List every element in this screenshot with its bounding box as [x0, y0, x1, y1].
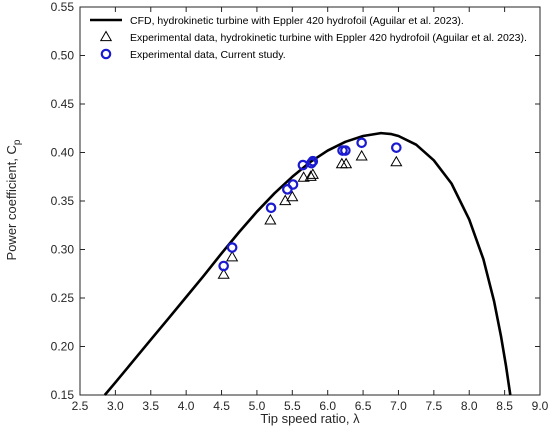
circle-marker: [226, 242, 238, 253]
circle-marker: [340, 145, 351, 156]
y-tick-label: 0.45: [51, 97, 75, 111]
y-tick-label: 0.20: [51, 340, 75, 354]
cfd-curve: [103, 131, 512, 396]
y-tick-label: 0.15: [51, 388, 75, 402]
legend: CFD, hydrokinetic turbine with Eppler 42…: [90, 15, 527, 61]
triangle-marker: [297, 171, 310, 182]
legend-entry-label: Experimental data, Current study.: [130, 49, 286, 61]
x-tick-label: 7.0: [390, 399, 407, 413]
x-tick-label: 8.5: [496, 399, 513, 413]
x-tick-label: 8.0: [461, 399, 478, 413]
x-axis-label: Tip speed ratio, λ: [260, 411, 360, 426]
triangle-marker: [355, 149, 368, 161]
y-tick-label: 0.30: [51, 243, 75, 257]
circle-marker: [356, 137, 367, 149]
y-tick-label: 0.40: [51, 146, 75, 160]
y-axis-label-main: Power coefficient, C: [4, 145, 19, 260]
triangle-marker: [226, 250, 239, 262]
x-tick-label: 5.0: [249, 399, 266, 413]
x-tick-label: 3.5: [142, 399, 159, 413]
x-tick-label: 4.0: [178, 399, 195, 413]
y-tick-label: 0.35: [51, 194, 75, 208]
triangle-marker: [306, 168, 319, 179]
triangle-marker: [264, 213, 277, 225]
legend-triangle-symbol: [99, 30, 113, 42]
circle-marker: [287, 179, 299, 190]
legend-entry-label: Experimental data, hydrokinetic turbine …: [130, 32, 527, 44]
x-tick-label: 4.5: [213, 399, 230, 413]
plot-frame: [79, 6, 541, 396]
y-axis-label: Power coefficient, Cp: [4, 139, 23, 260]
triangle-marker: [286, 190, 299, 202]
y-tick-label: 0.25: [51, 291, 75, 305]
plot-border: [79, 6, 541, 396]
axis-ticks: 2.5 3.0 3.5 4.0 4.5 5.0 5.5 6.0 6.5 7.0 7.5 8.0 8.5 9…: [51, 0, 549, 413]
circle-marker: [391, 142, 402, 153]
x-tick-label: 6.0: [319, 399, 336, 413]
triangle-marker: [217, 268, 230, 279]
y-tick-label: 0.55: [51, 0, 75, 14]
x-tick-label: 5.5: [284, 399, 301, 413]
legend-circle-symbol: [100, 48, 112, 60]
x-tick-label: 3.0: [107, 399, 124, 413]
circle-marker: [265, 202, 277, 214]
triangle-marker: [390, 155, 403, 167]
x-tick-label: 2.5: [72, 399, 89, 413]
x-tick-label: 9.0: [532, 399, 549, 413]
y-axis-label-subscript: p: [12, 139, 23, 145]
circle-marker: [218, 260, 229, 272]
y-tick-label: 0.50: [51, 49, 75, 63]
triangle-marker: [304, 170, 317, 181]
x-tick-label: 6.5: [355, 399, 372, 413]
x-tick-label: 7.5: [426, 399, 443, 413]
data-series: [103, 131, 512, 396]
circle-marker: [307, 155, 319, 167]
triangle-marker: [340, 157, 353, 169]
legend-entry-label: CFD, hydrokinetic turbine with Eppler 42…: [130, 15, 464, 27]
